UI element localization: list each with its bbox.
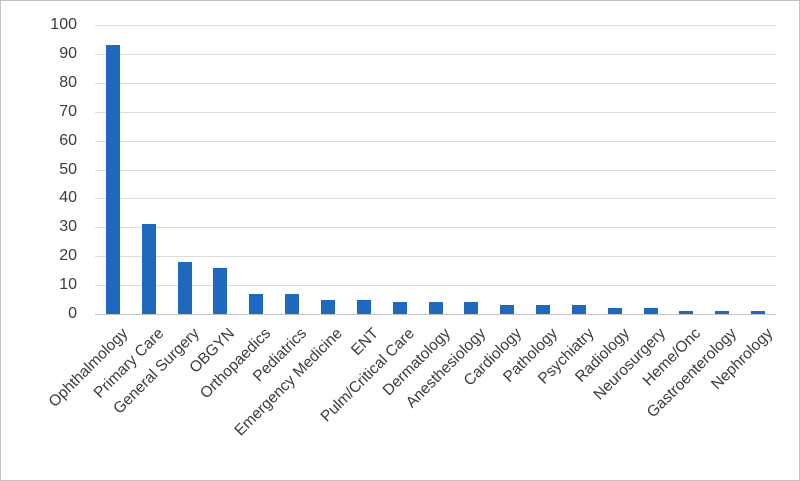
gridline: [95, 25, 776, 26]
bar: [608, 308, 622, 314]
y-tick-label: 10: [59, 276, 77, 293]
gridline: [95, 141, 776, 142]
bar: [142, 224, 156, 314]
bar: [178, 262, 192, 314]
bar: [644, 308, 658, 314]
y-tick-label: 0: [68, 305, 77, 322]
gridline: [95, 112, 776, 113]
y-tick-label: 20: [59, 247, 77, 264]
gridline: [95, 198, 776, 199]
bar: [679, 311, 693, 314]
gridline: [95, 285, 776, 286]
y-tick-label: 70: [59, 103, 77, 120]
y-tick-label: 30: [59, 218, 77, 235]
bar: [572, 305, 586, 314]
bar: [213, 268, 227, 314]
bar: [429, 302, 443, 314]
y-tick-label: 80: [59, 74, 77, 91]
bar: [249, 294, 263, 314]
bar: [751, 311, 765, 314]
gridline: [95, 170, 776, 171]
y-tick-label: 60: [59, 132, 77, 149]
bar: [393, 302, 407, 314]
y-tick-label: 50: [59, 161, 77, 178]
x-axis-line: [95, 314, 776, 315]
y-tick-label: 90: [59, 45, 77, 62]
bar: [715, 311, 729, 314]
bar: [464, 302, 478, 314]
bar: [357, 300, 371, 314]
bar: [500, 305, 514, 314]
bar: [321, 300, 335, 314]
bar: [285, 294, 299, 314]
gridline: [95, 256, 776, 257]
y-tick-label: 40: [59, 189, 77, 206]
plot-area: [95, 25, 776, 315]
gridline: [95, 227, 776, 228]
gridline: [95, 54, 776, 55]
bar: [536, 305, 550, 314]
gridline: [95, 83, 776, 84]
y-tick-label: 100: [50, 16, 77, 33]
bar: [106, 45, 120, 314]
